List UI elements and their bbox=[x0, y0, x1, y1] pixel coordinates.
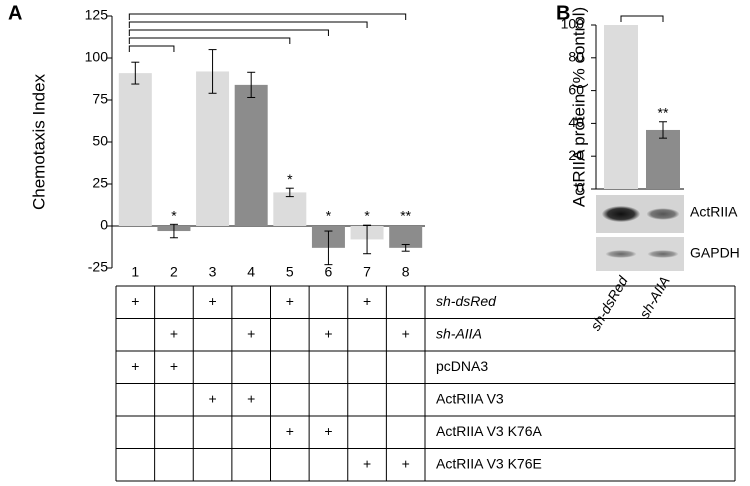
y-tick-label: 40 bbox=[568, 114, 584, 130]
blot-band bbox=[602, 206, 640, 222]
y-axis-title: Chemotaxis Index bbox=[29, 73, 48, 210]
blot-band bbox=[605, 250, 637, 258]
significance: ** bbox=[658, 104, 669, 120]
cell-mark: + bbox=[170, 358, 178, 374]
cell-mark: + bbox=[247, 325, 255, 341]
bar bbox=[118, 73, 152, 227]
y-tick-label: 75 bbox=[92, 91, 108, 107]
bar bbox=[389, 226, 423, 248]
x-tick-label: 3 bbox=[209, 264, 217, 280]
y-axis-title: ActRIIA protein (% control) bbox=[569, 7, 588, 207]
cell-mark: + bbox=[363, 293, 371, 309]
panel-label: A bbox=[8, 2, 22, 24]
comparison-bracket bbox=[128, 13, 407, 20]
x-tick-label: 7 bbox=[363, 264, 371, 280]
blot-label: ActRIIA bbox=[690, 204, 738, 220]
row-label: sh-dsRed bbox=[436, 293, 497, 309]
blot-label: GAPDH bbox=[690, 245, 740, 261]
y-tick-label: 125 bbox=[85, 7, 109, 23]
x-tick-label: sh-dsRed bbox=[587, 272, 631, 333]
significance: * bbox=[287, 171, 293, 187]
y-tick-label: 20 bbox=[568, 147, 584, 163]
x-tick-label: 1 bbox=[131, 264, 139, 280]
cell-mark: + bbox=[324, 423, 332, 439]
comparison-bracket bbox=[128, 21, 368, 28]
comparison-bracket bbox=[620, 15, 664, 22]
blot-band bbox=[646, 208, 680, 220]
x-tick-label: 6 bbox=[325, 264, 333, 280]
x-tick-label: 8 bbox=[402, 264, 410, 280]
row-label: pcDNA3 bbox=[436, 358, 488, 374]
x-tick-label: sh-AIIA bbox=[636, 273, 673, 321]
x-tick-label: 2 bbox=[170, 264, 178, 280]
cell-mark: + bbox=[402, 455, 410, 471]
cell-mark: + bbox=[208, 390, 216, 406]
y-tick-label: 0 bbox=[576, 180, 584, 196]
significance: ** bbox=[400, 208, 411, 224]
y-tick-label: -25 bbox=[88, 259, 108, 275]
bar bbox=[604, 25, 638, 189]
row-label: ActRIIA V3 bbox=[436, 390, 504, 406]
comparison-bracket bbox=[128, 45, 175, 52]
bar bbox=[646, 129, 680, 189]
y-tick-label: 60 bbox=[568, 81, 584, 97]
row-label: sh-AIIA bbox=[436, 325, 482, 341]
bar bbox=[234, 84, 268, 226]
y-tick-label: 50 bbox=[92, 133, 108, 149]
cell-mark: + bbox=[208, 293, 216, 309]
y-tick-label: 25 bbox=[92, 175, 108, 191]
cell-mark: + bbox=[402, 325, 410, 341]
cell-mark: + bbox=[170, 325, 178, 341]
y-tick-label: 0 bbox=[100, 217, 108, 233]
row-label: ActRIIA V3 K76E bbox=[436, 455, 542, 471]
x-tick-label: 4 bbox=[247, 264, 255, 280]
blot-band bbox=[647, 250, 679, 258]
cell-mark: + bbox=[131, 358, 139, 374]
significance: * bbox=[364, 208, 370, 224]
cell-mark: + bbox=[286, 293, 294, 309]
y-tick-label: 80 bbox=[568, 49, 584, 65]
cell-mark: + bbox=[247, 390, 255, 406]
significance: * bbox=[171, 208, 177, 224]
row-label: ActRIIA V3 K76A bbox=[436, 423, 542, 439]
cell-mark: + bbox=[363, 455, 371, 471]
cell-mark: + bbox=[286, 423, 294, 439]
cell-mark: + bbox=[131, 293, 139, 309]
panel-label: B bbox=[556, 2, 570, 24]
x-tick-label: 5 bbox=[286, 264, 294, 280]
comparison-bracket bbox=[128, 37, 291, 44]
bar bbox=[196, 71, 230, 226]
cell-mark: + bbox=[324, 325, 332, 341]
y-tick-label: 100 bbox=[85, 49, 109, 65]
y-tick-label: 100 bbox=[561, 16, 585, 32]
bar bbox=[273, 192, 307, 226]
significance: * bbox=[326, 208, 332, 224]
comparison-bracket bbox=[128, 29, 329, 36]
